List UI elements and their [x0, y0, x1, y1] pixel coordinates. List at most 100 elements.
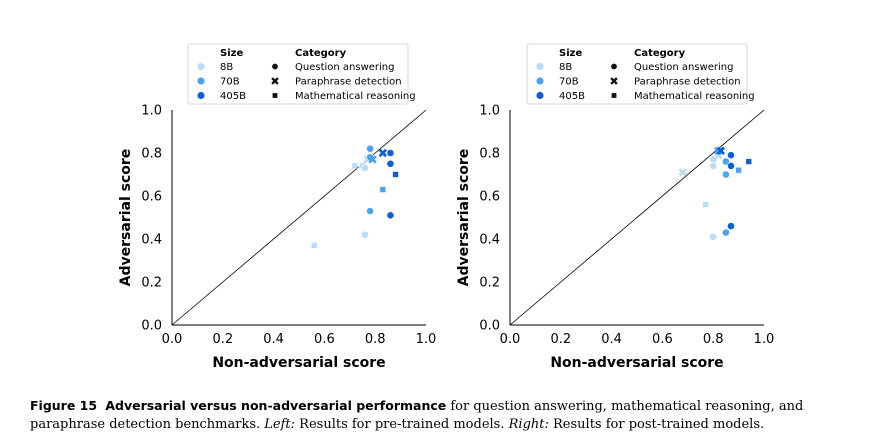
data-point	[378, 148, 388, 158]
legend-category-marker	[610, 77, 618, 85]
data-point	[709, 232, 718, 241]
y-tick-label: 1.0	[479, 104, 500, 119]
data-point	[727, 222, 735, 230]
legend-size-swatch	[536, 62, 544, 71]
y-tick-label: 0.0	[141, 319, 162, 334]
data-point	[709, 161, 718, 170]
legend-size-swatch	[197, 91, 205, 100]
legend-size-label: 8B	[559, 62, 572, 73]
data-point	[366, 207, 375, 215]
x-tick-label: 0.8	[703, 332, 724, 347]
data-point	[361, 164, 369, 172]
legend-size-label: 405B	[559, 91, 585, 102]
legend-size-swatch	[197, 62, 205, 71]
caption-text: for question answering, mathematical rea…	[30, 399, 804, 432]
caption-left-text: Results for pre-trained models.	[295, 417, 509, 432]
legend-category-marker	[271, 77, 279, 85]
legend-category-marker	[611, 93, 617, 98]
y-tick-label: 0.8	[479, 147, 500, 162]
x-axis-label: Non-adversarial score	[550, 355, 723, 371]
y-tick-label: 0.4	[141, 233, 162, 248]
x-tick-label: 0.4	[263, 332, 284, 347]
legend-category-title: Category	[634, 48, 686, 59]
caption-left-label: Left:	[264, 417, 296, 432]
figure-title: Adversarial versus non-adversarial perfo…	[105, 398, 447, 413]
y-tick-label: 0.2	[479, 276, 500, 291]
y-tick-label: 0.4	[479, 233, 500, 248]
legend-category-marker	[271, 62, 279, 70]
legend-size-swatch	[536, 91, 544, 100]
legend-size-swatch	[536, 77, 544, 85]
x-tick-label: 0.8	[365, 332, 386, 347]
legend-category-marker	[272, 93, 278, 98]
data-point	[386, 149, 395, 157]
data-point	[716, 146, 726, 156]
data-point	[361, 230, 369, 239]
x-tick-label: 0.0	[500, 332, 521, 347]
chart-panel-1: 0.0 0.2 0.4 0.6 0.8 1.0 0.0 0.2 0.4 0.6 0.8 1.0 Non-…	[118, 43, 437, 371]
legend-size-label: 70B	[559, 77, 579, 88]
x-axis-label: Non-adversarial score	[212, 355, 385, 371]
legend-category-label: Mathematical reasoning	[634, 91, 755, 102]
data-point	[311, 242, 317, 249]
y-tick-label: 0.6	[479, 190, 500, 205]
legend-size-label: 405B	[220, 91, 246, 102]
y-axis-label: Adversarial score	[456, 149, 472, 287]
caption-right-label: Right:	[508, 417, 549, 432]
legend-size-label: 8B	[220, 62, 233, 73]
data-point	[368, 155, 377, 164]
data-point	[746, 158, 752, 165]
data-point	[735, 167, 742, 173]
legend-category-label: Mathematical reasoning	[295, 91, 416, 102]
legend-size-title: Size	[559, 48, 582, 59]
legend-size-title: Size	[220, 48, 243, 59]
x-tick-label: 0.2	[550, 332, 571, 347]
legend-category-label: Paraphrase detection	[295, 77, 402, 88]
data-point	[678, 168, 687, 177]
legend-box	[526, 43, 748, 105]
legend-category-title: Category	[295, 48, 347, 59]
chart-panel-2: 0.0 0.2 0.4 0.6 0.8 1.0 0.0 0.2 0.4 0.6 0.8 1.0 Non-…	[456, 43, 775, 371]
figure-label: Figure 15	[30, 398, 98, 413]
data-point	[727, 161, 735, 170]
caption-right-text: Results for post-trained models.	[548, 417, 765, 432]
diagonal-reference-line	[171, 109, 427, 326]
data-point	[366, 144, 375, 153]
x-tick-label: 1.0	[754, 332, 775, 347]
data-point	[352, 163, 358, 169]
x-tick-label: 0.6	[652, 332, 673, 347]
legend-category-label: Question answering	[634, 62, 734, 73]
legend-category-label: Paraphrase detection	[634, 77, 741, 88]
legend: Size Category 8B 70B 405B Question answering P…	[187, 43, 416, 105]
figure-caption: Figure 15 Adversarial versus non-adversa…	[30, 397, 870, 434]
y-tick-label: 0.0	[479, 319, 500, 334]
data-point	[386, 159, 395, 168]
legend: Size Category 8B 70B 405B Question answering P…	[526, 43, 755, 105]
data-point	[722, 170, 730, 179]
y-tick-label: 1.0	[141, 104, 162, 119]
legend-box	[187, 43, 409, 105]
x-tick-label: 1.0	[416, 332, 437, 347]
x-tick-label: 0.0	[162, 332, 183, 347]
x-tick-label: 0.2	[212, 332, 233, 347]
data-point	[702, 201, 709, 208]
legend-category-marker	[610, 62, 618, 70]
data-point	[722, 228, 730, 237]
x-tick-label: 0.6	[314, 332, 335, 347]
y-tick-label: 0.8	[141, 147, 162, 162]
legend-category-label: Question answering	[295, 62, 395, 73]
data-point	[722, 157, 730, 166]
data-point	[392, 171, 399, 178]
y-axis-label: Adversarial score	[118, 149, 134, 287]
data-point	[727, 151, 735, 160]
data-point	[386, 211, 395, 220]
y-tick-label: 0.2	[141, 276, 162, 291]
x-tick-label: 0.4	[601, 332, 622, 347]
legend-size-label: 70B	[220, 77, 240, 88]
scatter-charts: 0.0 0.2 0.4 0.6 0.8 1.0 0.0 0.2 0.4 0.6 0.8 1.0 Non-…	[118, 43, 775, 371]
diagonal-reference-line	[509, 109, 765, 326]
data-point	[380, 186, 386, 193]
legend-size-swatch	[197, 77, 205, 85]
y-tick-label: 0.6	[141, 190, 162, 205]
